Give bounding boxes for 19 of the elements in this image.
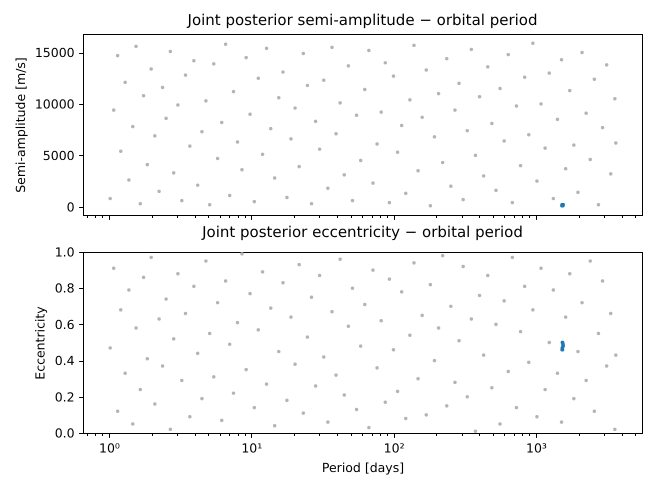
x-axis-title: Period [days] (322, 460, 404, 475)
x-tick-label: 10⁰ (99, 440, 120, 456)
x-tick-label: 10³ (526, 440, 547, 456)
x-tick-label: 10¹ (241, 440, 262, 456)
y-tick-label: 0.2 (54, 389, 75, 404)
y-axis-title: Eccentricity (32, 306, 48, 380)
y-tick-label: 10000 (34, 96, 75, 112)
chart-title: Joint posterior eccentricity − orbital period (201, 223, 523, 241)
chart-title: Joint posterior semi-amplitude − orbital period (186, 11, 538, 29)
y-tick-label: 5000 (42, 148, 75, 163)
y-tick-label: 1.0 (54, 244, 75, 260)
x-tick-label: 10² (384, 440, 405, 456)
y-tick-label: 0.8 (54, 280, 75, 296)
y-axis-title: Semi-amplitude [m/s] (12, 57, 28, 193)
y-tick-label: 0 (66, 199, 75, 214)
y-tick-label: 15000 (34, 45, 75, 60)
y-tick-label: 0.6 (54, 316, 75, 332)
y-tick-label: 0.4 (54, 353, 75, 368)
y-tick-label: 0.0 (54, 426, 75, 440)
